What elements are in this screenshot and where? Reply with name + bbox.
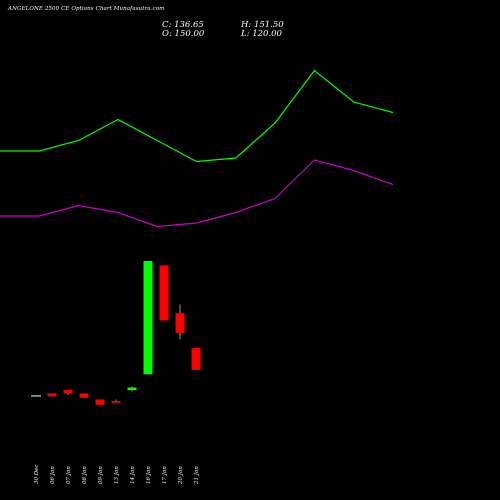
candle-4: [95, 399, 105, 405]
x-axis-labels: 30 Dec 06 Jan 07 Jan 08 Jan 09 Jan 13 Jan 14 J…: [34, 465, 200, 486]
x-tick-label: 08 Jan: [82, 466, 88, 484]
candle-6: [127, 386, 137, 392]
candle-8: [159, 265, 169, 321]
candle-body: [47, 393, 57, 397]
chart-title: ANGELONE 2500 CE Options Chart Munafasut…: [8, 6, 165, 12]
x-tick-label: 30 Dec: [34, 465, 40, 485]
candle-body: [111, 400, 121, 403]
candle-body: [127, 387, 137, 391]
indicator-line-1: [0, 69, 394, 163]
candle-1: [47, 393, 57, 397]
candle-7: [143, 261, 153, 375]
candle-body: [159, 265, 169, 321]
x-tick-label: 06 Jan: [50, 466, 56, 484]
candle-9: [175, 304, 185, 340]
low-readout: L: 120.00: [241, 29, 282, 39]
candle-5: [111, 399, 121, 403]
x-tick-label: 21 Jan: [194, 466, 200, 485]
candle-body: [175, 313, 185, 333]
x-tick-label: 17 Jan: [162, 466, 168, 484]
high-readout: H: 151.50: [241, 20, 284, 30]
candle-body: [191, 348, 201, 370]
x-tick-label: 09 Jan: [98, 466, 104, 484]
x-tick-label: 13 Jan: [114, 466, 120, 484]
x-tick-label: 14 Jan: [130, 466, 136, 484]
candles: [31, 261, 201, 405]
candle-body: [63, 390, 73, 394]
indicator-line-2: [0, 159, 394, 228]
x-tick-label: 16 Jan: [146, 466, 152, 484]
candle-2: [63, 390, 73, 395]
x-tick-label: 20 Jan: [178, 466, 184, 485]
candle-body: [95, 399, 105, 405]
indicator-lines: [0, 69, 394, 228]
close-readout: C: 136.65: [162, 20, 204, 30]
x-tick-label: 07 Jan: [66, 466, 72, 484]
candle-body: [143, 261, 153, 375]
candle-3: [79, 393, 89, 398]
candle-body: [79, 393, 89, 398]
open-readout: O: 150.00: [162, 29, 205, 39]
candle-10: [191, 348, 201, 370]
